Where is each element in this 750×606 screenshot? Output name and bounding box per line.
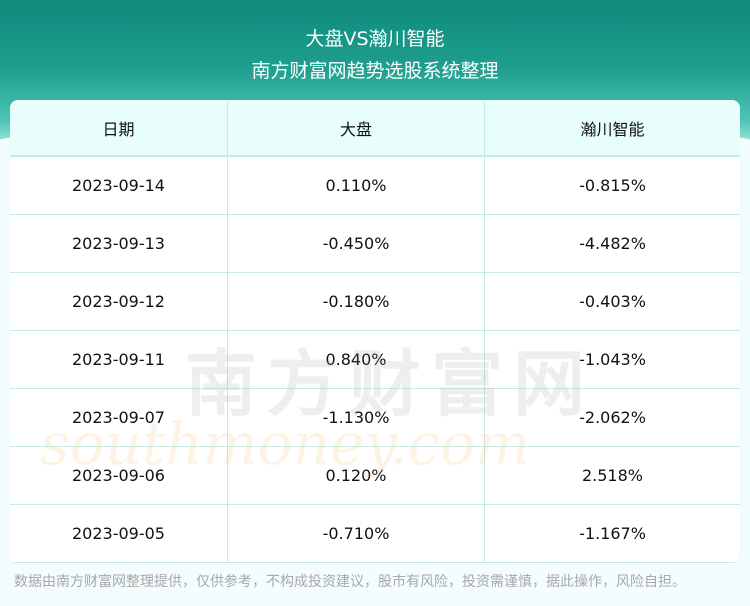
stock-cell: -0.815% — [579, 176, 646, 195]
market-cell: -0.710% — [228, 505, 485, 562]
table-row: 2023-09-12 -0.180% -0.403% — [10, 273, 740, 331]
table-row: 2023-09-13 -0.450% -4.482% — [10, 215, 740, 273]
date-cell: 2023-09-06 — [10, 447, 228, 504]
column-header-date: 日期 — [10, 100, 228, 155]
comparison-table: 日期 大盘 瀚川智能 2023-09-14 0.110% -0.815% 2023-0… — [10, 100, 740, 564]
table-row: 2023-09-07 -1.130% -2.062% — [10, 389, 740, 447]
table-row: 2023-09-05 -0.710% -1.167% — [10, 505, 740, 563]
table-header-row: 日期 大盘 瀚川智能 — [10, 100, 740, 157]
stock-cell: 2.518% — [581, 466, 643, 485]
stock-cell: -4.482% — [579, 234, 646, 253]
date-cell: 2023-09-05 — [10, 505, 228, 562]
market-cell: -0.180% — [228, 273, 485, 330]
date-cell: 2023-09-14 — [10, 157, 228, 214]
stock-cell: -1.043% — [579, 350, 646, 369]
table-row: 2023-09-06 0.120% 2.518% — [10, 447, 740, 505]
column-header-market: 大盘 — [228, 100, 485, 155]
page-title: 大盘VS瀚川智能 — [305, 28, 445, 50]
market-cell: -0.450% — [228, 215, 485, 272]
disclaimer: 数据由南方财富网整理提供，仅供参考，不构成投资建议，股市有风险，投资需谨慎，据此… — [14, 574, 686, 590]
market-cell: 0.120% — [228, 447, 485, 504]
stock-cell: -1.167% — [579, 524, 646, 543]
table-row: 2023-09-11 0.840% -1.043% — [10, 331, 740, 389]
stock-cell: -0.403% — [579, 292, 646, 311]
date-cell: 2023-09-13 — [10, 215, 228, 272]
date-cell: 2023-09-12 — [10, 273, 228, 330]
table-row: 2023-09-14 0.110% -0.815% — [10, 157, 740, 215]
market-cell: 0.840% — [228, 331, 485, 388]
date-cell: 2023-09-07 — [10, 389, 228, 446]
stock-cell: -2.062% — [579, 408, 646, 427]
column-header-stock: 瀚川智能 — [580, 119, 645, 139]
date-cell: 2023-09-11 — [10, 331, 228, 388]
market-cell: 0.110% — [228, 157, 485, 214]
page-subtitle: 南方财富网趋势选股系统整理 — [251, 60, 499, 82]
market-cell: -1.130% — [228, 389, 485, 446]
